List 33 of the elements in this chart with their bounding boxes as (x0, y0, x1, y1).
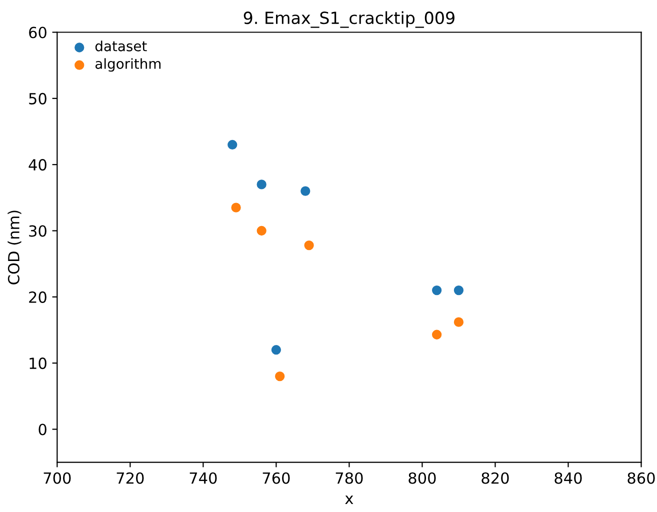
y-tick-label: 20 (29, 291, 46, 303)
x-tick-label: 860 (628, 472, 655, 484)
point (270, 344, 282, 356)
y-axis-title: COD (nm) (8, 210, 22, 284)
point (452, 284, 465, 296)
x-tick-label: 760 (262, 472, 290, 484)
y-tick-label: 60 (29, 26, 46, 38)
point (452, 316, 465, 328)
y-tick-label: 0 (38, 424, 46, 436)
y-tick-label: 40 (28, 159, 46, 171)
legend-label: algorithm (95, 58, 161, 72)
point (303, 239, 315, 252)
x-tick-label: 720 (116, 472, 144, 484)
y-tick-label: 10 (30, 358, 46, 370)
legend-label: dataset (95, 40, 147, 52)
chart-title: 9. Emax_S1_cracktip_009 (244, 11, 454, 28)
point (274, 370, 286, 382)
x-tick-label: 740 (190, 472, 217, 484)
x-axis-title: x (345, 496, 354, 504)
x-tick-label: 820 (482, 472, 509, 484)
y-tick-label: 50 (29, 92, 46, 104)
point (256, 224, 268, 237)
point (230, 202, 242, 214)
point (226, 138, 238, 151)
y-tick-label: 30 (29, 225, 46, 237)
point (430, 328, 443, 341)
x-tick-label: 700 (44, 472, 71, 484)
point (430, 284, 443, 296)
point (256, 178, 268, 190)
x-tick-label: 840 (554, 472, 582, 484)
point (299, 185, 312, 197)
x-tick-label: 800 (408, 472, 436, 484)
x-tick-label: 780 (336, 472, 363, 484)
